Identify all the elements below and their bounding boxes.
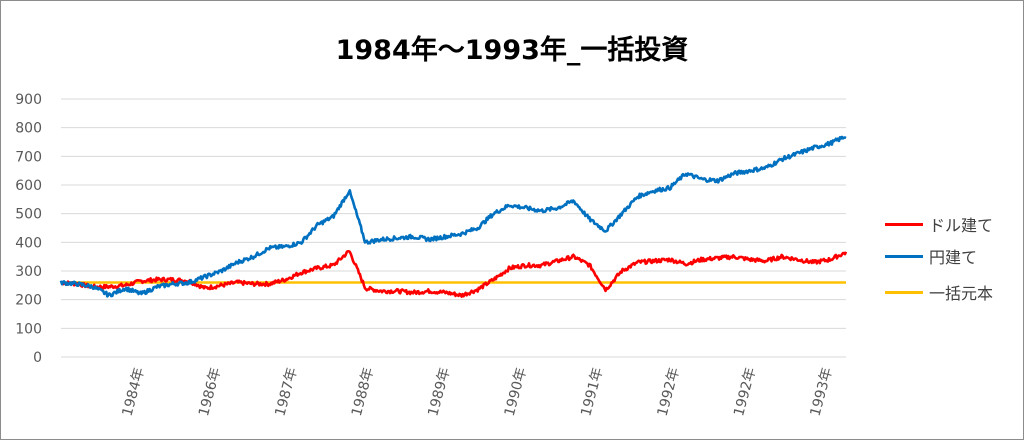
chart-title: 1984年～1993年_一括投資 <box>335 35 689 66</box>
y-tick-label: 600 <box>15 178 42 194</box>
legend-label-principal: 一括元本 <box>929 284 994 303</box>
series-line-yen <box>59 135 847 298</box>
y-tick-label: 800 <box>15 121 42 137</box>
x-tick-label: 1992年 <box>731 366 759 418</box>
legend-item-dollar: ドル建て <box>885 212 993 236</box>
y-tick-label: 500 <box>15 207 42 223</box>
y-tick-label: 400 <box>15 235 42 251</box>
x-tick-label: 1990年 <box>502 366 530 418</box>
y-tick-label: 700 <box>15 149 42 165</box>
legend-item-yen: 円建て <box>885 244 977 268</box>
x-tick-label: 1984年 <box>120 366 148 418</box>
x-tick-label: 1992年 <box>655 366 683 418</box>
legend-swatch-dollar <box>885 222 923 226</box>
x-tick-label: 1988年 <box>349 366 377 418</box>
series-line-dollar <box>60 250 848 298</box>
x-tick-label: 1993年 <box>808 366 836 418</box>
legend-label-yen: 円建て <box>929 248 978 267</box>
x-tick-label: 1986年 <box>196 366 224 418</box>
y-tick-label: 200 <box>15 293 42 309</box>
legend-swatch-yen <box>885 254 923 258</box>
y-tick-label: 0 <box>33 350 42 366</box>
y-tick-label: 900 <box>15 92 42 108</box>
y-tick-label: 100 <box>15 321 42 337</box>
x-tick-label: 1987年 <box>272 366 300 418</box>
legend-item-principal: 一括元本 <box>885 280 993 304</box>
legend-label-dollar: ドル建て <box>929 216 994 235</box>
legend-swatch-principal <box>885 290 923 294</box>
x-tick-label: 1991年 <box>578 366 606 418</box>
y-tick-label: 300 <box>15 264 42 280</box>
x-tick-label: 1989年 <box>425 366 453 418</box>
